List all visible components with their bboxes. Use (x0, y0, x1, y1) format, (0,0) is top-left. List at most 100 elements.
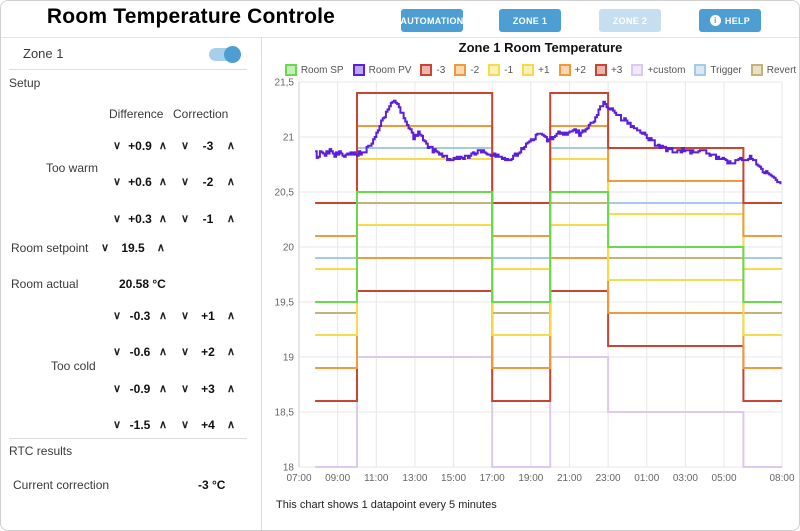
zone-2-button[interactable]: ZONE 2 (599, 9, 661, 32)
svg-text:23:00: 23:00 (596, 473, 621, 484)
room-setpoint-value: 19.5 (121, 241, 145, 255)
stepper-decrease-button[interactable]: ∨ (181, 419, 190, 431)
stepper-increase-button[interactable]: ∧ (226, 176, 235, 188)
stepper-decrease-button[interactable]: ∨ (113, 176, 122, 188)
legend-label: -1 (504, 64, 514, 76)
divider (9, 69, 247, 70)
svg-text:19,5: 19,5 (275, 298, 295, 309)
automation-button[interactable]: AUTOMATION (400, 9, 463, 32)
legend-item[interactable]: -1 (488, 64, 513, 76)
difference-value: -1.5 (129, 418, 151, 432)
help-button[interactable]: i HELP (699, 9, 761, 32)
legend-swatch (420, 64, 433, 76)
page-title: Room Temperature Controle (46, 5, 336, 28)
legend-item[interactable]: +1 (522, 64, 550, 76)
stepper-increase-button[interactable]: ∧ (156, 242, 165, 254)
help-button-label: HELP (724, 15, 751, 26)
stepper-increase-button[interactable]: ∧ (226, 213, 235, 225)
correction-value: +2 (201, 345, 215, 359)
correction-value: -3 (202, 139, 214, 153)
legend-item[interactable]: Room SP (284, 64, 344, 76)
stepper-decrease-button[interactable]: ∨ (101, 242, 110, 254)
stepper-increase-button[interactable]: ∧ (226, 346, 235, 358)
stepper-increase-button[interactable]: ∧ (158, 140, 167, 152)
difference-value: +0.3 (128, 212, 152, 226)
stepper-increase-button[interactable]: ∧ (226, 419, 235, 431)
svg-text:20,5: 20,5 (275, 188, 295, 199)
divider (9, 438, 247, 439)
stepper-increase-button[interactable]: ∧ (158, 176, 167, 188)
svg-text:13:00: 13:00 (402, 473, 427, 484)
room-setpoint-row: ∨ 19.5 ∧ (1, 241, 261, 257)
chart-footnote: This chart shows 1 datapoint every 5 min… (276, 499, 497, 511)
legend-item[interactable]: -2 (454, 64, 479, 76)
zone-1-button-label: ZONE 1 (512, 15, 548, 26)
too-cold-label: Too cold (51, 359, 96, 373)
difference-stepper: ∨ +0.9 ∧ (113, 139, 167, 153)
stepper-decrease-button[interactable]: ∨ (181, 176, 190, 188)
stepper-decrease-button[interactable]: ∨ (181, 140, 190, 152)
stepper-increase-button[interactable]: ∧ (158, 419, 167, 431)
difference-stepper: ∨ -0.3 ∧ (113, 309, 167, 323)
stepper-decrease-button[interactable]: ∨ (113, 383, 122, 395)
stepper-decrease-button[interactable]: ∨ (181, 346, 190, 358)
stepper-decrease-button[interactable]: ∨ (181, 383, 190, 395)
stepper-increase-button[interactable]: ∧ (158, 213, 167, 225)
legend-item[interactable]: Room PV (352, 64, 411, 76)
stepper-increase-button[interactable]: ∧ (226, 310, 235, 322)
difference-value: -0.3 (129, 309, 151, 323)
difference-value: -0.6 (129, 345, 151, 359)
header: Room Temperature Controle AUTOMATION ZON… (1, 1, 799, 38)
zone-1-button[interactable]: ZONE 1 (499, 9, 561, 32)
stepper-increase-button[interactable]: ∧ (226, 140, 235, 152)
legend-item[interactable]: -3 (420, 64, 445, 76)
stepper-decrease-button[interactable]: ∨ (181, 213, 190, 225)
correction-stepper: ∨ +2 ∧ (181, 345, 235, 359)
difference-value: +0.6 (128, 175, 152, 189)
stepper-increase-button[interactable]: ∧ (158, 383, 167, 395)
too-warm-row: ∨ +0.9 ∧ ∨ -3 ∧ (1, 139, 261, 155)
pv-line (315, 99, 782, 185)
too-warm-label: Too warm (46, 161, 99, 175)
zone-1-label: Zone 1 (23, 46, 64, 61)
legend-swatch (631, 64, 644, 76)
legend-label: -3 (436, 64, 446, 76)
svg-text:20: 20 (283, 243, 295, 254)
room-setpoint-label: Room setpoint (11, 241, 89, 255)
zone-1-toggle[interactable] (209, 46, 241, 63)
legend-swatch (694, 64, 707, 76)
stepper-increase-button[interactable]: ∧ (158, 310, 167, 322)
svg-text:09:00: 09:00 (325, 473, 350, 484)
legend-item[interactable]: +3 (594, 64, 622, 76)
stepper-decrease-button[interactable]: ∨ (181, 310, 190, 322)
too-cold-row: ∨ -0.9 ∧ ∨ +3 ∧ (1, 382, 261, 398)
correction-value: +1 (201, 309, 215, 323)
svg-text:21,5: 21,5 (275, 78, 295, 89)
legend-swatch (454, 64, 467, 76)
chart-title: Zone 1 Room Temperature (458, 40, 623, 55)
stepper-increase-button[interactable]: ∧ (226, 383, 235, 395)
zone1-temperature-chart: 18 18,5 19 19,5 20 20,5 21 21,5 07:00 09:00 11:00 1… (275, 78, 795, 485)
correction-value: +4 (201, 418, 215, 432)
room-actual-label: Room actual (11, 277, 79, 291)
svg-text:05:00: 05:00 (712, 473, 737, 484)
difference-stepper: ∨ -1.5 ∧ (113, 418, 167, 432)
stepper-decrease-button[interactable]: ∨ (113, 213, 122, 225)
band-lines (315, 92, 782, 468)
legend-item[interactable]: Trigger (694, 64, 742, 76)
difference-column-header: Difference (109, 107, 164, 121)
stepper-decrease-button[interactable]: ∨ (113, 310, 122, 322)
correction-stepper: ∨ -1 ∧ (181, 212, 235, 226)
svg-text:19:00: 19:00 (518, 473, 543, 484)
correction-column-header: Correction (173, 107, 229, 121)
too-warm-row: ∨ +0.6 ∧ ∨ -2 ∧ (1, 175, 261, 191)
difference-stepper: ∨ -0.9 ∧ (113, 382, 167, 396)
stepper-decrease-button[interactable]: ∨ (113, 419, 122, 431)
legend-item[interactable]: +custom (631, 64, 685, 76)
legend-item[interactable]: +2 (558, 64, 586, 76)
stepper-decrease-button[interactable]: ∨ (113, 346, 122, 358)
stepper-increase-button[interactable]: ∧ (158, 346, 167, 358)
legend-label: Revert (766, 64, 797, 76)
legend-item[interactable]: Revert (750, 64, 797, 76)
stepper-decrease-button[interactable]: ∨ (113, 140, 122, 152)
